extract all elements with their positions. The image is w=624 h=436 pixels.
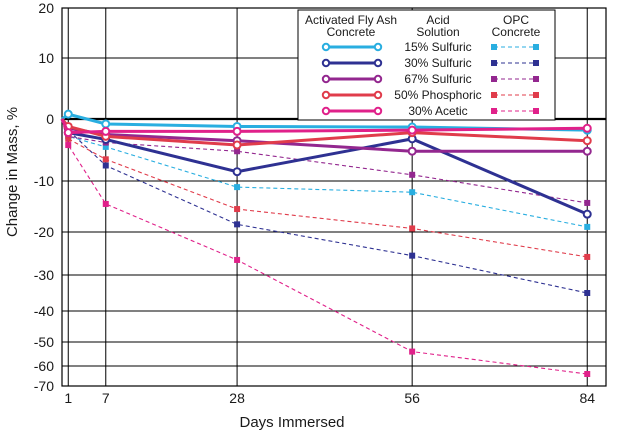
legend-flyash-marker	[373, 74, 383, 84]
legend-opc-marker	[491, 44, 497, 50]
legend-label: 50% Phosphoric	[394, 88, 481, 102]
legend-label: 30% Sulfuric	[404, 56, 471, 70]
legend-flyash-marker	[373, 90, 383, 100]
opc-point	[234, 221, 241, 228]
opc-point	[102, 200, 109, 207]
opc-point	[409, 171, 416, 178]
opc-point	[234, 184, 241, 191]
flyash-point	[582, 123, 592, 133]
y-tick-label: -30	[34, 267, 54, 283]
legend-opc-marker	[533, 60, 539, 66]
opc-point	[102, 162, 109, 169]
legend-flyash-marker	[373, 58, 383, 68]
opc-point	[584, 223, 591, 230]
legend-opc-marker	[491, 108, 497, 114]
opc-point	[65, 135, 72, 142]
series-layer	[60, 109, 592, 377]
flyash-point	[582, 209, 592, 219]
flyash-series-line-1	[60, 118, 588, 216]
y-tick-label: -70	[34, 378, 54, 394]
plot-frame	[61, 7, 607, 387]
legend-opc-marker	[533, 44, 539, 50]
opc-point	[102, 156, 109, 163]
legend-header: Solution	[416, 25, 459, 39]
legend-header: Concrete	[492, 25, 541, 39]
y-tick-label: 10	[38, 50, 54, 66]
legend-opc-marker	[533, 76, 539, 82]
opc-point	[234, 206, 241, 213]
legend-flyash-marker	[373, 42, 383, 52]
opc-point	[584, 371, 591, 377]
legend-label: 30% Acetic	[408, 104, 467, 118]
legend-opc-marker	[491, 92, 497, 98]
legend-header: Acid	[426, 13, 449, 27]
opc-point	[234, 148, 241, 155]
legend-flyash-marker	[321, 58, 331, 68]
flyash-point	[407, 146, 417, 156]
flyash-point	[407, 125, 417, 135]
legend: Activated Fly AshConcreteAcidSolutionOPC…	[297, 9, 556, 121]
x-tick-label: 84	[579, 390, 595, 406]
opc-point	[409, 189, 416, 196]
x-tick-label: 28	[229, 390, 245, 406]
opc-point	[584, 253, 591, 260]
y-tick-label: -60	[34, 358, 54, 374]
x-tick-label: 7	[102, 390, 110, 406]
legend-opc-marker	[533, 92, 539, 98]
flyash-point	[101, 126, 111, 136]
legend-label: 15% Sulfuric	[404, 40, 471, 54]
opc-point	[409, 225, 416, 232]
flyash-point	[101, 119, 111, 129]
y-axis-title: Change in Mass, %	[4, 107, 21, 237]
y-tick-label: -40	[34, 303, 54, 319]
y-tick-label: -50	[34, 334, 54, 350]
flyash-point	[582, 136, 592, 146]
opc-point	[409, 252, 416, 259]
legend-box	[297, 9, 556, 121]
x-tick-label: 1	[64, 390, 72, 406]
legend-flyash-marker	[321, 106, 331, 116]
legend-flyash-marker	[321, 42, 331, 52]
legend-header: OPC	[503, 13, 529, 27]
y-tick-label: 0	[46, 111, 54, 127]
x-axis-title: Days Immersed	[239, 414, 344, 431]
legend-opc-marker	[533, 108, 539, 114]
opc-point	[409, 348, 416, 355]
y-tick-label: -20	[34, 224, 54, 240]
legend-header: Activated Fly Ash	[305, 13, 397, 27]
flyash-point	[232, 167, 242, 177]
flyash-point	[232, 140, 242, 150]
flyash-point	[232, 126, 242, 136]
legend-label: 67% Sulfuric	[404, 72, 471, 86]
opc-point	[65, 142, 72, 149]
flyash-point	[63, 109, 73, 119]
x-tick-label: 56	[404, 390, 420, 406]
opc-series-line-4	[61, 118, 588, 375]
legend-opc-marker	[491, 76, 497, 82]
opc-point	[584, 199, 591, 206]
y-tick-label: -10	[34, 173, 54, 189]
legend-flyash-marker	[373, 106, 383, 116]
flyash-point	[63, 128, 73, 138]
opc-point	[234, 256, 241, 263]
axes: 20 10 0 -10 -20 -30 -40 -50 -60 -70 1 7 28 56 84	[34, 0, 607, 406]
y-tick-label: 20	[38, 0, 54, 16]
legend-flyash-marker	[321, 90, 331, 100]
flyash-point	[582, 146, 592, 156]
legend-opc-marker	[491, 60, 497, 66]
legend-header: Concrete	[327, 25, 376, 39]
opc-point	[584, 290, 591, 296]
legend-flyash-marker	[321, 74, 331, 84]
opc-point	[102, 143, 109, 150]
grid	[62, 7, 606, 387]
